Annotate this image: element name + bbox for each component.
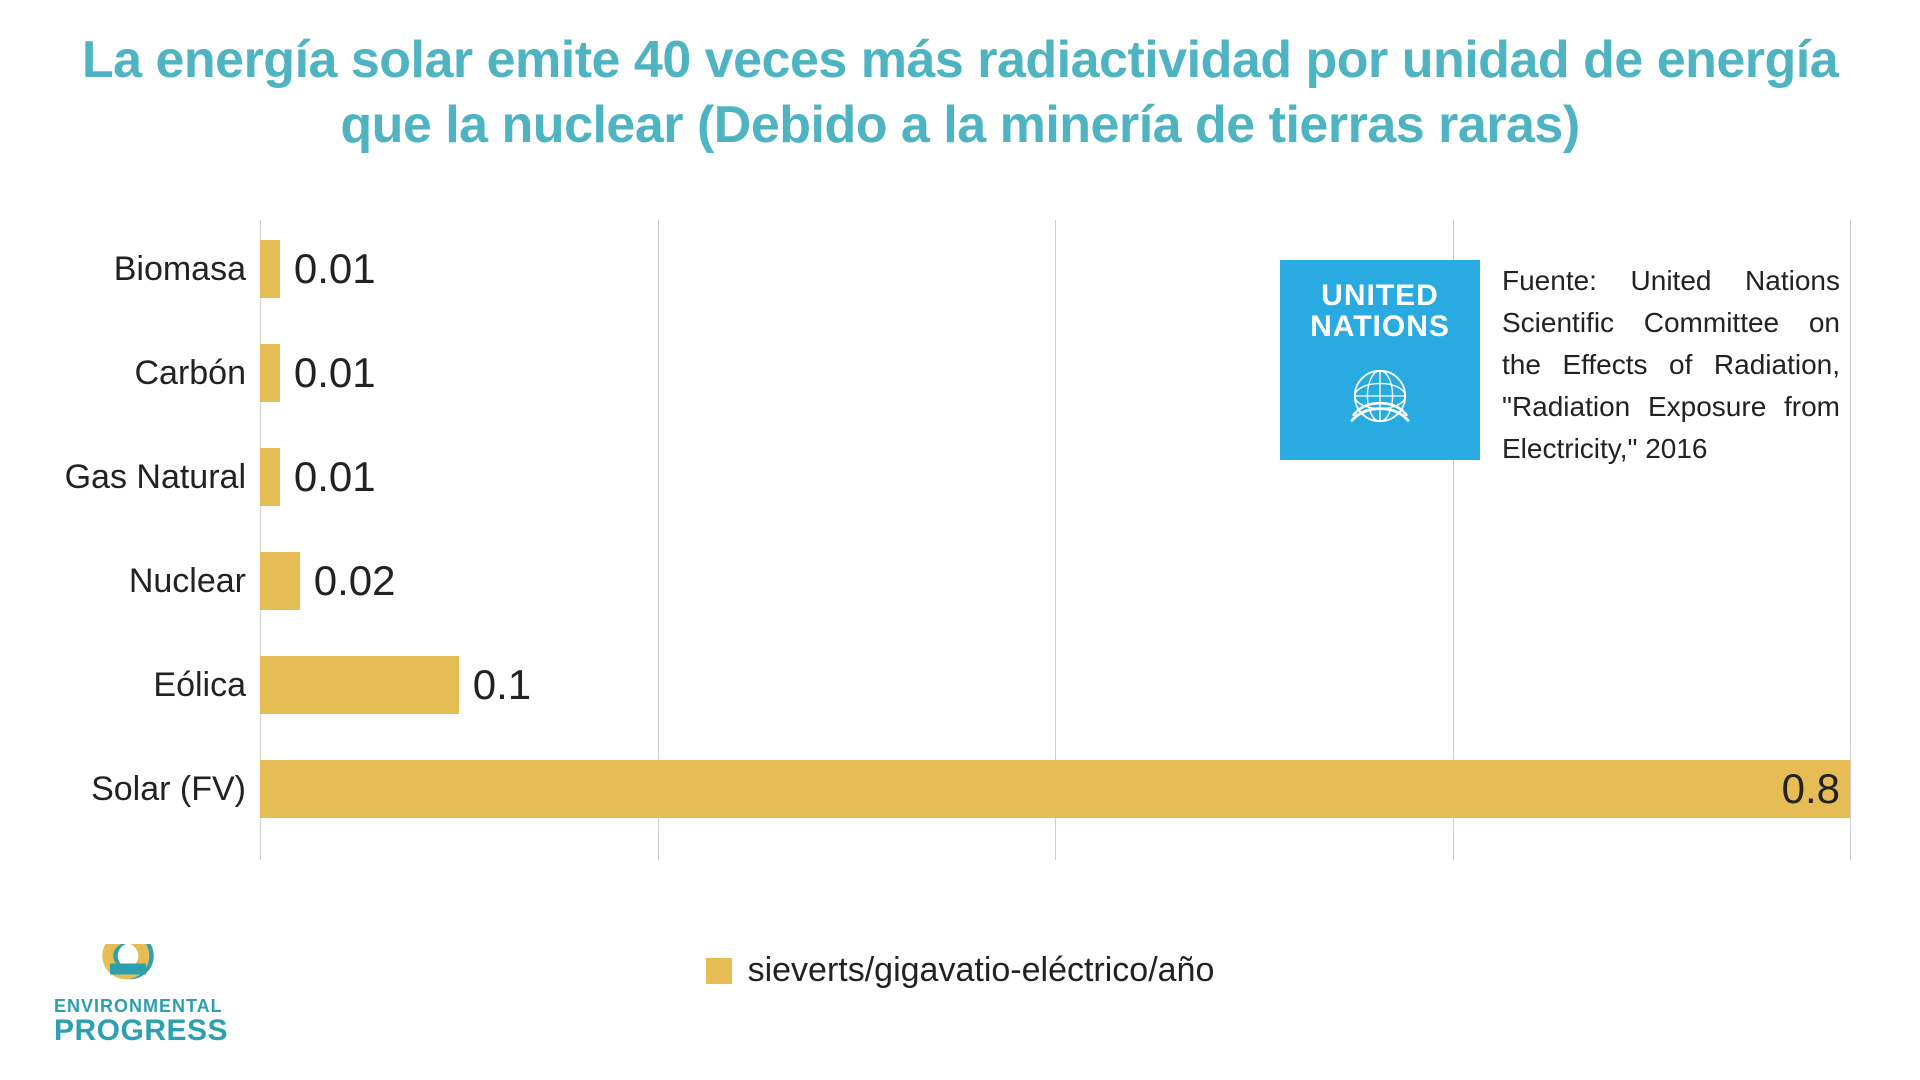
bar-value-label: 0.01 (294, 245, 376, 293)
bar-value-label: 0.1 (473, 661, 531, 709)
bar-row: Nuclear0.02 (260, 552, 1850, 610)
un-emblem-icon (1335, 351, 1425, 441)
environmental-progress-logo: ENVIRONMENTAL PROGRESS (54, 944, 228, 1044)
bar-value-label: 0.01 (294, 349, 376, 397)
gridline (1850, 220, 1851, 860)
bar-row: Eólica0.1 (260, 656, 1850, 714)
source-citation: Fuente: United Nations Scientific Commit… (1502, 260, 1840, 470)
category-label: Biomasa (114, 250, 246, 289)
bar-row: Solar (FV)0.8 (260, 760, 1850, 818)
legend-label: sieverts/gigavatio-eléctrico/año (748, 951, 1215, 990)
category-label: Carbón (134, 354, 246, 393)
ep-logo-line2: PROGRESS (54, 1017, 228, 1044)
ep-logo-icon (78, 944, 188, 994)
bar (260, 344, 280, 402)
source-box: UNITED NATIONS Fuente: United Nations Sc… (1280, 260, 1840, 470)
un-logo: UNITED NATIONS (1280, 260, 1480, 460)
bar (260, 552, 300, 610)
bar-value-label: 0.8 (1782, 765, 1840, 813)
un-logo-line1: UNITED (1321, 280, 1439, 312)
bar (260, 448, 280, 506)
bar (260, 760, 1850, 818)
chart-legend: sieverts/gigavatio-eléctrico/año (0, 951, 1920, 990)
category-label: Eólica (153, 666, 246, 705)
slide-title: La energía solar emite 40 veces más radi… (40, 28, 1880, 158)
category-label: Nuclear (129, 562, 246, 601)
bar (260, 656, 459, 714)
bar (260, 240, 280, 298)
category-label: Gas Natural (65, 458, 246, 497)
legend-swatch (706, 958, 732, 984)
bar-value-label: 0.01 (294, 453, 376, 501)
category-label: Solar (FV) (91, 770, 246, 809)
un-logo-line2: NATIONS (1310, 311, 1450, 343)
bar-value-label: 0.02 (314, 557, 396, 605)
